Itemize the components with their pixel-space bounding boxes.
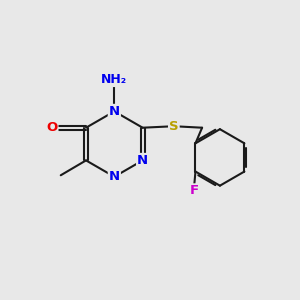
Text: F: F (189, 184, 199, 197)
Text: N: N (137, 154, 148, 167)
Text: O: O (46, 121, 58, 134)
Text: S: S (169, 120, 179, 133)
Text: N: N (109, 105, 120, 118)
Text: NH₂: NH₂ (101, 73, 128, 86)
Text: N: N (109, 170, 120, 183)
